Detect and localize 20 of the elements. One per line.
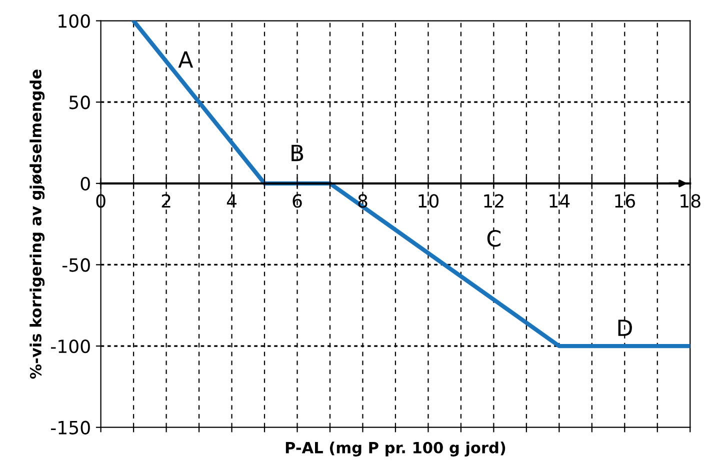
y-tick-label: 0 (80, 176, 90, 191)
x-tick-label: 6 (292, 194, 302, 208)
annotation: D (618, 320, 632, 336)
y-tick-label: -100 (51, 339, 90, 354)
y-tick-label: 100 (58, 14, 90, 28)
x-axis-title: P-AL (mg P pr. 100 g jord) (286, 442, 506, 456)
annotation: A (178, 51, 194, 68)
x-tick-label: 12 (484, 194, 504, 208)
y-tick-label: 50 (70, 96, 90, 110)
x-tick-label: 2 (162, 194, 170, 208)
y-tick-label: -50 (62, 258, 90, 272)
x-tick-label: 8 (358, 194, 368, 208)
x-tick-label: 10 (418, 194, 438, 208)
y-tick-label: -150 (51, 420, 90, 434)
annotation: C (487, 230, 500, 247)
x-tick-label: 14 (550, 194, 570, 208)
annotation: B (292, 144, 304, 162)
x-tick-label: 4 (226, 194, 237, 208)
y-axis-title: %-vis korrigering av gjødselmengde (30, 70, 45, 379)
x-tick-label: 16 (615, 194, 635, 208)
